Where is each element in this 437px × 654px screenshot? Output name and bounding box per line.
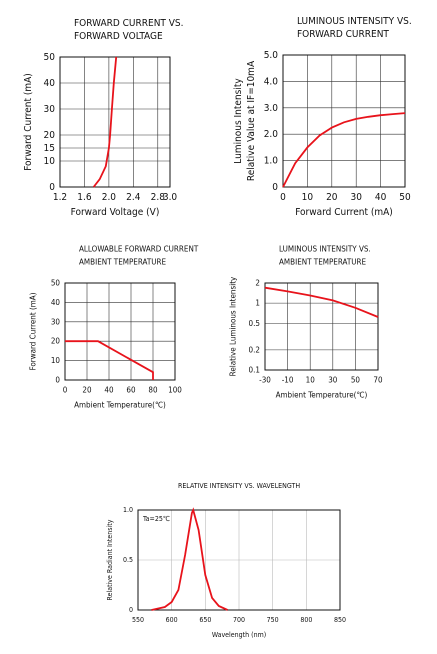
x-axis-label: Ambient Temperature(℃) bbox=[74, 401, 166, 410]
x-tick-label: 800 bbox=[300, 616, 312, 624]
y-tick-label: 10 bbox=[44, 156, 56, 167]
data-line bbox=[65, 340, 154, 380]
y-axis-label: Forward Current (mA) bbox=[29, 292, 38, 370]
chart: FORWARD CURRENT VS. FORWARD VOLTAGE 0 10 15 2… bbox=[23, 18, 184, 218]
data-line bbox=[264, 286, 379, 318]
x-axis-label: Wavelength (nm) bbox=[212, 631, 266, 639]
y-tick-label: 30 bbox=[44, 104, 56, 115]
x-tick-label: 0 bbox=[63, 386, 68, 395]
plot-frame bbox=[264, 282, 379, 371]
y-tick-label: 40 bbox=[51, 298, 61, 307]
x-axis-label: Forward Voltage (V) bbox=[71, 207, 160, 218]
x-tick-label: 850 bbox=[334, 616, 346, 624]
y-tick-label: 0 bbox=[49, 182, 55, 193]
plot-frame bbox=[59, 56, 171, 188]
plot-frame bbox=[137, 509, 341, 611]
y-tick-label: 0.2 bbox=[249, 345, 260, 354]
chart-title: LUMINOUS INTENSITY VS. bbox=[297, 16, 412, 27]
chart-title: FORWARD VOLTAGE bbox=[74, 31, 163, 42]
x-tick-label: 80 bbox=[148, 386, 158, 395]
x-tick-label: 50 bbox=[351, 376, 361, 385]
chart-title: ALLOWABLE FORWARD CURRENT bbox=[79, 245, 199, 254]
x-tick-label: 1.6 bbox=[77, 192, 92, 203]
x-tick-label: -30 bbox=[259, 376, 271, 385]
data-line bbox=[282, 112, 406, 188]
x-tick-label: 70 bbox=[373, 376, 383, 385]
y-tick-label: 10 bbox=[51, 356, 61, 365]
y-axis-label: Luminous Intensity bbox=[233, 78, 244, 164]
plot-frame bbox=[64, 282, 176, 381]
plot-frame bbox=[282, 54, 406, 188]
data-line bbox=[151, 507, 228, 611]
x-tick-label: 750 bbox=[267, 616, 279, 624]
x-tick-label: 2.8 bbox=[151, 192, 166, 203]
chart: LUMINOUS INTENSITY VS. AMBIENT TEMPERATUR… bbox=[229, 245, 384, 400]
x-tick-label: 10 bbox=[302, 192, 314, 203]
x-tick-label: 650 bbox=[199, 616, 211, 624]
y-tick-label: 40 bbox=[44, 78, 56, 89]
y-tick-label: 3.0 bbox=[264, 103, 279, 114]
x-axis-label: Ambient Temperature(℃) bbox=[276, 391, 368, 400]
y-tick-label: 50 bbox=[44, 52, 56, 63]
chart-title: LUMINOUS INTENSITY VS. bbox=[279, 245, 371, 254]
y-tick-label: 2.0 bbox=[264, 129, 279, 140]
x-tick-label: -10 bbox=[282, 376, 294, 385]
y-tick-label: 2 bbox=[255, 279, 260, 288]
y-tick-label: 0 bbox=[272, 182, 278, 193]
x-tick-label: 700 bbox=[233, 616, 245, 624]
y-tick-label: 50 bbox=[51, 279, 61, 288]
y-tick-label: 0.5 bbox=[249, 319, 260, 328]
x-tick-label: 30 bbox=[328, 376, 338, 385]
chart-title: AMBIENT TEMPERATURE bbox=[279, 258, 366, 267]
x-tick-label: 2.4 bbox=[126, 192, 141, 203]
y-tick-label: 30 bbox=[51, 317, 61, 326]
x-tick-label: 40 bbox=[104, 386, 114, 395]
y-axis-label: Relative Luminous Intensity bbox=[229, 276, 238, 376]
chart: RELATIVE INTENSITY VS. WAVELENGTH 0 0.5 1.0… bbox=[106, 482, 346, 639]
x-tick-label: 60 bbox=[126, 386, 136, 395]
y-tick-label: 0.1 bbox=[249, 366, 260, 375]
chart-title: FORWARD CURRENT bbox=[297, 29, 389, 40]
x-tick-label: 2.0 bbox=[102, 192, 117, 203]
x-tick-label: 3.0 bbox=[163, 192, 178, 203]
x-tick-label: 50 bbox=[399, 192, 411, 203]
y-tick-label: 0 bbox=[129, 606, 133, 614]
y-tick-label: 1 bbox=[255, 299, 260, 308]
chart-title: FORWARD CURRENT VS. bbox=[74, 18, 184, 29]
x-tick-label: 10 bbox=[306, 376, 316, 385]
x-tick-label: 100 bbox=[168, 386, 182, 395]
y-tick-label: 1.0 bbox=[264, 156, 279, 167]
x-tick-label: 550 bbox=[132, 616, 144, 624]
y-tick-label: 5.0 bbox=[264, 50, 279, 61]
x-tick-label: 20 bbox=[82, 386, 92, 395]
y-tick-label: 1.0 bbox=[123, 506, 133, 514]
y-axis-label: Relative Radiant Intensity bbox=[106, 519, 114, 600]
x-tick-label: 0 bbox=[280, 192, 286, 203]
chart: LUMINOUS INTENSITY VS. FORWARD CURRENT 0 1.… bbox=[233, 16, 412, 218]
x-tick-label: 30 bbox=[350, 192, 362, 203]
y-axis-label: Relative Value at IF=10mA bbox=[246, 60, 257, 181]
y-tick-label: 0 bbox=[55, 376, 60, 385]
y-axis-label: Forward Current (mA) bbox=[23, 73, 34, 171]
chart-title: RELATIVE INTENSITY VS. WAVELENGTH bbox=[178, 482, 300, 490]
y-tick-label: 4.0 bbox=[264, 76, 279, 87]
chart-title: AMBIENT TEMPERATURE bbox=[79, 258, 166, 267]
x-tick-label: 600 bbox=[166, 616, 178, 624]
x-axis-label: Forward Current (mA) bbox=[295, 207, 393, 218]
x-tick-label: 20 bbox=[326, 192, 338, 203]
y-tick-label: 15 bbox=[44, 143, 55, 154]
x-tick-label: 1.2 bbox=[53, 192, 67, 203]
y-tick-label: 20 bbox=[51, 337, 61, 346]
x-tick-label: 40 bbox=[375, 192, 387, 203]
chart: ALLOWABLE FORWARD CURRENT AMBIENT TEMPERA… bbox=[29, 245, 199, 410]
y-tick-label: 0.5 bbox=[123, 556, 133, 564]
y-tick-label: 20 bbox=[44, 130, 56, 141]
annotation: Ta=25℃ bbox=[142, 515, 170, 523]
data-line bbox=[92, 56, 118, 188]
